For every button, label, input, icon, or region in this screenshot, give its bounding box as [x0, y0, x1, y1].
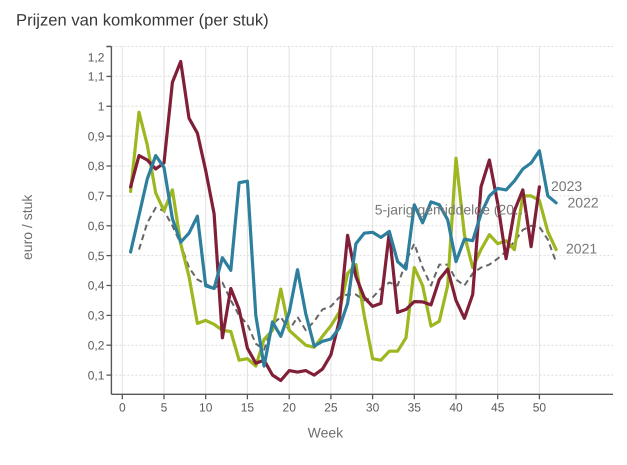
- svg-text:0,4: 0,4: [88, 279, 105, 293]
- svg-text:10: 10: [199, 400, 213, 414]
- svg-text:35: 35: [408, 400, 422, 414]
- svg-text:25: 25: [324, 400, 338, 414]
- svg-text:0,8: 0,8: [88, 159, 105, 173]
- svg-text:20: 20: [283, 400, 297, 414]
- svg-text:2021: 2021: [566, 241, 597, 257]
- svg-text:euro / stuk: euro / stuk: [19, 194, 35, 260]
- svg-text:1,1: 1,1: [88, 70, 105, 84]
- svg-text:2022: 2022: [568, 195, 599, 211]
- svg-text:0: 0: [119, 400, 126, 414]
- svg-text:0,6: 0,6: [88, 219, 105, 233]
- svg-text:0,3: 0,3: [88, 309, 105, 323]
- svg-text:Prijzen van komkommer (per stu: Prijzen van komkommer (per stuk): [16, 11, 269, 30]
- svg-text:0,5: 0,5: [88, 249, 105, 263]
- svg-text:0,7: 0,7: [88, 189, 105, 203]
- svg-text:30: 30: [366, 400, 380, 414]
- svg-text:1: 1: [98, 100, 105, 114]
- svg-text:1,2: 1,2: [88, 51, 105, 65]
- svg-text:0,9: 0,9: [88, 129, 105, 143]
- svg-text:45: 45: [491, 400, 505, 414]
- svg-text:5-jarig gemiddelde (20…: 5-jarig gemiddelde (20…: [375, 202, 528, 218]
- svg-text:40: 40: [449, 400, 463, 414]
- svg-text:5: 5: [161, 400, 168, 414]
- svg-text:0,2: 0,2: [88, 338, 105, 352]
- svg-text:2023: 2023: [551, 178, 582, 194]
- svg-text:Week: Week: [308, 425, 345, 441]
- svg-text:15: 15: [241, 400, 255, 414]
- svg-text:50: 50: [533, 400, 547, 414]
- svg-text:0,1: 0,1: [88, 368, 105, 382]
